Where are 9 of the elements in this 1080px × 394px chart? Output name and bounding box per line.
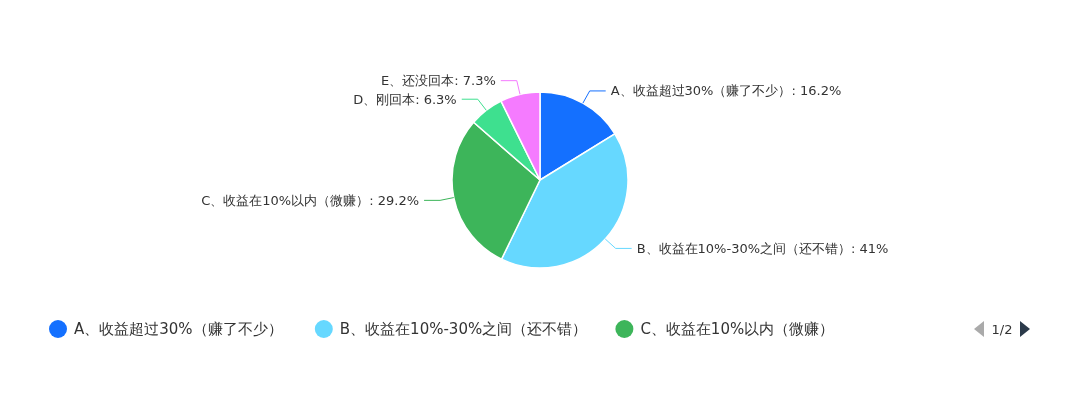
text: 1/2 [991,321,1013,337]
slice-label: E、还没回本: 7.3% [381,73,496,89]
legend-label: C、收益在10%以内（微赚） [640,320,835,339]
slice-label: D、刚回本: 6.3% [353,91,457,107]
category-label: A、收益超过30%（赚了不少）: 16.2% [610,83,842,99]
category-label: B、收益在10%-30%之间（还不错）: 41% [636,240,889,256]
category-label: C、收益在10%以内（微赚）: 29.2% [201,192,420,208]
legend-label: A、收益超过30%（赚了不少） [74,320,283,339]
legend-label: B、收益在10%-30%之间（还不错） [339,320,588,339]
